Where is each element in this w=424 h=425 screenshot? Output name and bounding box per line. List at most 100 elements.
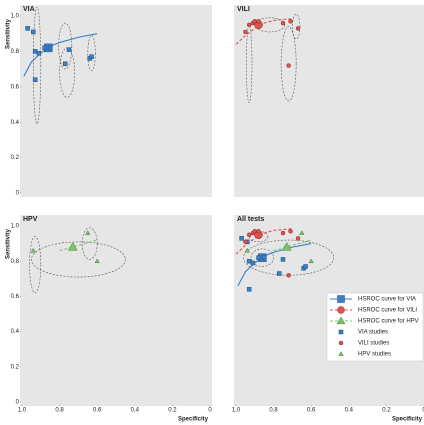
y-tick-label: 0.8 xyxy=(11,259,20,265)
study-point xyxy=(42,45,47,51)
x-axis-label: Specificity xyxy=(178,417,209,423)
study-point xyxy=(256,255,261,260)
y-tick-label: 0.4 xyxy=(11,329,20,335)
study-point xyxy=(85,230,91,235)
x-tick-label: 0.4 xyxy=(345,408,354,414)
y-tick-label: 0.6 xyxy=(11,294,20,300)
x-tick-label: 0.4 xyxy=(131,408,140,414)
legend-marker xyxy=(338,351,344,356)
study-point xyxy=(280,230,286,236)
study-point xyxy=(299,230,305,235)
study-point xyxy=(286,273,291,278)
study-point xyxy=(286,63,291,68)
legend-marker xyxy=(337,295,345,303)
study-point xyxy=(280,257,286,262)
study-point xyxy=(250,260,256,266)
confidence-region xyxy=(87,35,96,72)
study-point xyxy=(261,255,267,260)
study-point xyxy=(288,19,293,24)
study-point xyxy=(288,229,293,234)
study-point xyxy=(295,26,301,31)
x-tick-label: 0.2 xyxy=(168,408,177,414)
study-point xyxy=(256,229,261,234)
legend-label: VIA studies xyxy=(358,330,388,336)
study-point xyxy=(36,50,42,56)
study-point xyxy=(31,29,36,35)
confidence-region xyxy=(292,13,301,40)
study-point xyxy=(308,258,314,264)
x-tick-label: 0.6 xyxy=(307,408,316,414)
study-point xyxy=(32,77,38,82)
legend-label: VILI studies xyxy=(358,341,389,347)
y-tick-label: 0 xyxy=(16,191,20,197)
y-tick-label: 0.2 xyxy=(11,364,20,370)
confidence-region xyxy=(32,6,42,125)
summary-point xyxy=(67,242,78,251)
study-point xyxy=(47,45,53,51)
legend-label: HSROC curve for VILI xyxy=(358,308,417,314)
legend-label: HSROC curve for VIA xyxy=(358,297,416,303)
hsroc-curve xyxy=(59,239,98,252)
study-point xyxy=(243,239,248,245)
study-point xyxy=(239,236,244,241)
x-tick-label: 0.8 xyxy=(55,408,64,414)
study-point xyxy=(243,29,248,35)
x-tick-label: 1.0 xyxy=(18,408,27,414)
legend-marker xyxy=(338,340,344,346)
y-tick-label: 0 xyxy=(16,400,20,406)
study-point xyxy=(303,264,308,269)
study-point xyxy=(89,54,94,59)
legend-label: HSROC curve for HPV xyxy=(358,319,419,325)
study-point xyxy=(246,287,252,292)
confidence-region xyxy=(250,248,274,267)
study-point xyxy=(252,19,258,24)
study-point xyxy=(66,47,72,52)
study-point xyxy=(25,26,30,31)
study-point xyxy=(256,19,261,24)
study-point xyxy=(94,258,100,264)
study-point xyxy=(246,22,252,28)
plot-background xyxy=(20,215,212,406)
x-tick-label: 0.2 xyxy=(382,408,391,414)
x-tick-label: 0 xyxy=(208,408,212,414)
y-tick-label: 0.2 xyxy=(11,155,20,161)
x-tick-label: 0.6 xyxy=(93,408,102,414)
study-point xyxy=(280,20,286,26)
confidence-region xyxy=(29,236,42,294)
study-point xyxy=(30,247,36,253)
study-point xyxy=(246,258,252,264)
hsroc-curve xyxy=(273,239,312,252)
confidence-region xyxy=(31,241,126,278)
legend-box xyxy=(326,292,424,362)
study-point xyxy=(32,49,38,54)
confidence-region xyxy=(243,239,335,276)
x-tick-label: 0 xyxy=(422,408,424,414)
confidence-region xyxy=(246,24,253,104)
study-point xyxy=(295,236,301,241)
y-tick-label: 0.6 xyxy=(11,84,20,90)
study-point xyxy=(252,229,258,234)
legend-marker xyxy=(336,316,346,325)
plot-background xyxy=(20,5,212,197)
x-tick-label: 1.0 xyxy=(232,408,241,414)
y-axis-label: Sensitivity xyxy=(6,228,12,259)
y-tick-label: 1.0 xyxy=(11,14,20,20)
legend-label: HPV studies xyxy=(358,352,391,358)
panel-title: VILI xyxy=(237,6,250,13)
x-axis-label: Specificity xyxy=(392,417,423,423)
panel-title: VIA xyxy=(23,6,35,13)
study-point xyxy=(276,271,282,276)
x-tick-label: 0.8 xyxy=(269,408,278,414)
study-point xyxy=(246,232,252,238)
legend-marker xyxy=(338,329,344,335)
summary-point xyxy=(281,242,292,251)
study-point xyxy=(62,61,68,67)
panel-title: All tests xyxy=(237,216,264,223)
study-point xyxy=(244,247,250,253)
y-tick-label: 1.0 xyxy=(11,224,20,230)
legend-marker xyxy=(337,306,345,314)
y-axis-label: Sensitivity xyxy=(6,18,12,49)
y-tick-label: 0.8 xyxy=(11,49,20,55)
panel-title: HPV xyxy=(23,216,38,223)
